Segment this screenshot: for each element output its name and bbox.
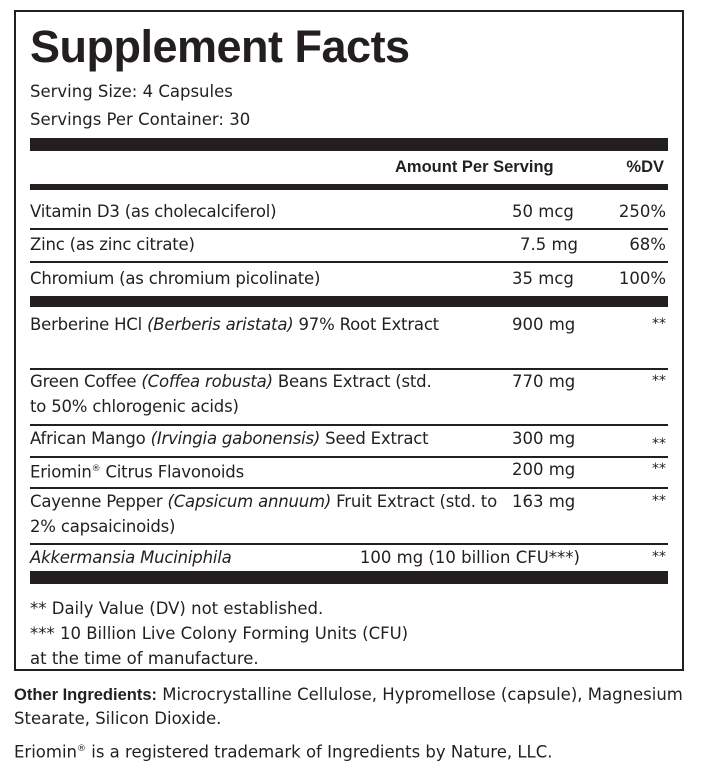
ingredient-amount: 300 mg: [512, 429, 576, 448]
ingredient-name: Green Coffee (Coffea robusta) Beans Extr…: [30, 372, 432, 416]
ingredient-name: Akkermansia Muciniphila: [30, 548, 232, 567]
nutrient-dv: 68%: [629, 235, 666, 254]
servings-per-container: Servings Per Container: 30: [30, 110, 251, 129]
ingredient-dv: **: [652, 316, 666, 332]
ingredient-name: Eriomin® Citrus Flavonoids: [30, 462, 244, 482]
ingredient-dv: **: [652, 436, 666, 452]
ingredient-name: African Mango (Irvingia gabonensis) Seed…: [30, 429, 429, 448]
divider-thin: [30, 368, 668, 370]
supplement-facts-panel: Supplement Facts Serving Size: 4 Capsule…: [14, 10, 684, 671]
nutrient-name: Chromium (as chromium picolinate): [30, 269, 321, 288]
panel-title: Supplement Facts: [30, 21, 410, 72]
ingredient-name: Cayenne Pepper (Capsicum annuum) Fruit E…: [30, 492, 497, 536]
divider-medium: [30, 184, 668, 190]
amount-header: Amount Per Serving: [395, 158, 554, 176]
other-ingredients: Other Ingredients: Microcrystalline Cell…: [14, 685, 683, 728]
ingredient-amount: 770 mg: [512, 372, 576, 391]
nutrient-dv: 250%: [618, 202, 666, 221]
trademark-notice: Eriomin® is a registered trademark of In…: [14, 742, 553, 762]
divider-thin: [30, 456, 668, 458]
divider-thick: [30, 138, 668, 151]
divider-thin: [30, 543, 668, 545]
footnote: at the time of manufacture.: [30, 649, 259, 668]
nutrient-amount: 7.5 mg: [520, 235, 579, 254]
divider-thin: [30, 228, 668, 230]
nutrient-name: Zinc (as zinc citrate): [30, 235, 195, 254]
ingredient-dv: **: [652, 461, 666, 477]
divider-thin: [30, 487, 668, 489]
divider-thick: [30, 571, 668, 584]
ingredient-name: Berberine HCl (Berberis aristata) 97% Ro…: [30, 315, 439, 334]
nutrient-name: Vitamin D3 (as cholecalciferol): [30, 202, 277, 221]
ingredient-dv: **: [652, 493, 666, 509]
serving-size: Serving Size: 4 Capsules: [30, 82, 233, 101]
ingredient-amount: 900 mg: [512, 315, 576, 334]
nutrient-amount: 35 mcg: [512, 269, 574, 288]
ingredient-amount: 100 mg (10 billion CFU***): [359, 548, 580, 567]
ingredient-dv: **: [652, 373, 666, 389]
ingredient-amount: 163 mg: [512, 492, 576, 511]
footnote: ** Daily Value (DV) not established.: [30, 599, 324, 618]
divider-thin: [30, 424, 668, 426]
ingredient-dv: **: [652, 549, 666, 565]
nutrient-dv: 100%: [618, 269, 666, 288]
divider-thick: [30, 296, 668, 307]
footnote: *** 10 Billion Live Colony Forming Units…: [30, 624, 409, 643]
ingredient-amount: 200 mg: [512, 460, 576, 479]
nutrient-amount: 50 mcg: [512, 202, 574, 221]
dv-header: %DV: [626, 158, 664, 176]
divider-thin: [30, 261, 668, 263]
